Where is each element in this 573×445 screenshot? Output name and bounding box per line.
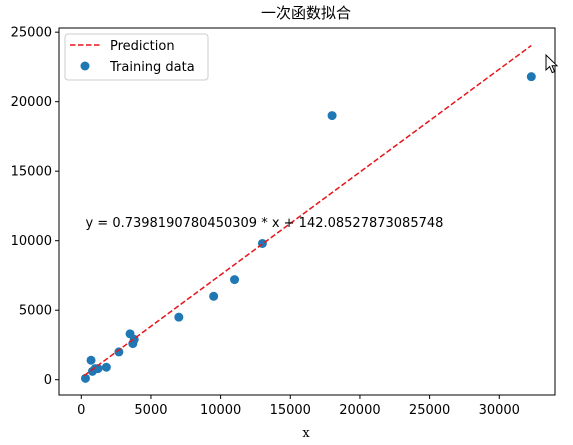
legend-prediction-label: Prediction [110,39,175,54]
y-tick-label: 10000 [11,234,52,249]
x-tick-label: 5000 [134,403,167,418]
y-axis-ticks: 0 5000 10000 15000 20000 25000 [11,26,59,388]
x-tick-label: 25000 [409,403,450,418]
training-data-point [114,347,124,357]
y-tick-label: 25000 [11,26,52,41]
plot-area-frame [58,27,556,396]
equation-annotation: y = 0.7398190780450309 * x + 142.0852787… [85,216,443,231]
training-data-point [174,312,184,322]
y-tick-label: 20000 [11,95,52,110]
training-data-point [86,355,96,365]
y-tick-label: 15000 [11,165,52,180]
x-axis-ticks: 0 5000 10000 15000 20000 25000 30000 [77,395,520,418]
training-data-point [80,373,90,383]
x-tick-label: 15000 [270,403,311,418]
prediction-line [83,44,532,377]
x-tick-label: 0 [77,403,85,418]
training-data-point [93,364,103,374]
training-data-point [101,362,111,372]
chart-legend: Prediction Training data [64,33,209,81]
legend-training-swatch [80,61,90,71]
prediction-line-layer [83,44,532,377]
legend-training-label: Training data [109,60,195,75]
training-data-point [230,275,240,285]
equation-annotation-layer: y = 0.7398190780450309 * x + 142.0852787… [85,216,443,231]
mouse-cursor-icon [545,54,559,74]
x-axis-label: x [302,426,310,441]
training-data-point [526,72,536,82]
y-tick-label: 0 [44,373,52,388]
chart-title: 一次函数拟合 [261,4,351,22]
x-tick-label: 30000 [479,403,520,418]
y-tick-label: 5000 [19,304,52,319]
training-data-point [327,111,337,121]
legend-box [64,33,209,81]
training-data-point [209,291,219,301]
x-tick-label: 10000 [200,403,241,418]
x-tick-label: 20000 [339,403,380,418]
